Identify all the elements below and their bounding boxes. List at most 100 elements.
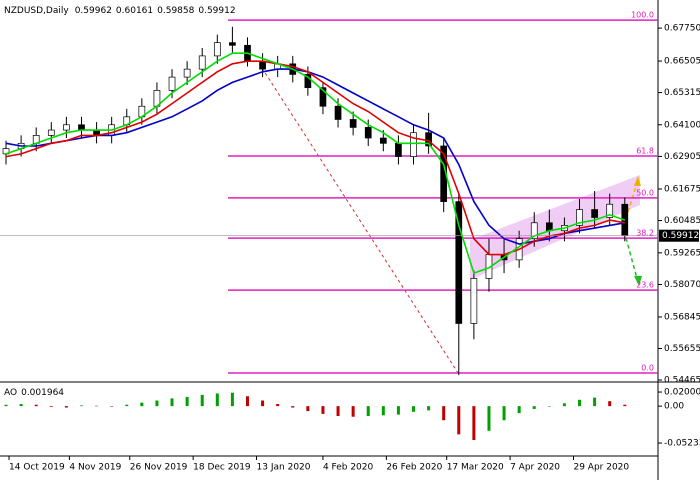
ao-bar <box>155 400 159 407</box>
ao-bar <box>457 406 461 435</box>
ao-bar <box>608 401 612 407</box>
candle-body <box>410 132 417 157</box>
moving-average <box>5 60 625 256</box>
ao-bar <box>593 397 597 407</box>
candle-body <box>304 74 312 89</box>
candle-body <box>530 222 538 240</box>
ao-bar <box>140 402 144 407</box>
candle-body <box>576 209 583 226</box>
candle-body <box>198 55 206 70</box>
x-tick-label: 13 Jan 2020 <box>257 463 311 473</box>
ao-bar <box>4 404 8 407</box>
ao-bar <box>321 406 325 414</box>
candle-body <box>259 60 266 70</box>
ao-bar <box>472 406 476 440</box>
y-tick-label: 0.61675 <box>664 185 700 195</box>
ao-bar <box>291 406 295 408</box>
arrow-down-head <box>634 276 642 286</box>
high-value: 0.60161 <box>116 6 153 16</box>
candle-body <box>168 76 176 91</box>
ao-bar <box>125 404 129 407</box>
ao-bar <box>381 406 385 416</box>
y-tick-label: 0.54465 <box>664 376 700 386</box>
y-tick-label: 0.00 <box>664 402 684 412</box>
arrow-up <box>627 179 639 213</box>
ao-bar <box>562 403 566 407</box>
y-tick-label: 0.58070 <box>664 280 700 290</box>
ao-bar <box>185 396 189 407</box>
y-tick-label: 0.020001 <box>664 388 700 398</box>
ao-bar <box>532 406 536 409</box>
arrow-up-head <box>634 176 641 186</box>
candle-body <box>470 278 478 324</box>
candle-body <box>319 87 327 107</box>
ao-bar <box>502 406 506 421</box>
symbol: NZDUSD,Daily <box>4 6 69 16</box>
x-tick-label: 7 Apr 2020 <box>510 463 560 473</box>
last-price-box <box>659 229 699 242</box>
y-tick-label: 0.60485 <box>664 216 700 226</box>
ao-value: 0.001964 <box>21 388 64 398</box>
candle-body <box>334 105 342 120</box>
ao-bar <box>95 405 99 407</box>
x-tick-label: 29 Apr 2020 <box>573 463 629 473</box>
candle-body <box>63 124 70 131</box>
ao-bar <box>412 406 416 412</box>
y-tick-label: 0.59265 <box>664 248 700 258</box>
fib-label: 23.6 <box>636 281 654 290</box>
moving-average <box>5 52 626 275</box>
trend-line <box>261 67 459 374</box>
y-tick-label: 0.64100 <box>664 120 700 130</box>
y-tick-label: 0.55655 <box>664 344 700 354</box>
ao-bar <box>366 406 370 417</box>
candle-body <box>349 119 357 128</box>
x-tick-label: 14 Oct 2019 <box>9 463 65 473</box>
ao-bar <box>230 392 234 407</box>
x-tick-label: 18 Dec 2019 <box>193 463 251 473</box>
ao-bar <box>306 406 310 412</box>
ao-bar <box>200 394 204 407</box>
candle-body <box>78 124 85 131</box>
candle-body <box>395 142 402 157</box>
fib-label: 0.0 <box>641 363 654 372</box>
ao-bar <box>578 399 582 407</box>
symbol-header: NZDUSD,Daily 0.59962 0.60161 0.59858 0.59912 <box>4 6 236 16</box>
x-tick-label: 4 Nov 2019 <box>69 463 121 473</box>
y-tick-label: 0.56845 <box>664 312 700 322</box>
ao-bar <box>487 406 491 431</box>
y-tick-label: 0.62905 <box>664 152 700 162</box>
ao-bar <box>396 406 400 415</box>
ao-bar <box>215 393 219 407</box>
fib-label: 38.2 <box>636 229 654 238</box>
ao-bar <box>49 406 53 407</box>
candle-body <box>213 42 221 57</box>
ao-bar <box>110 406 114 407</box>
ao-header: AO 0.001964 <box>4 388 64 398</box>
ao-bar <box>442 406 446 421</box>
candle-body <box>364 127 372 139</box>
channel <box>470 175 640 280</box>
low-value: 0.59858 <box>157 6 194 16</box>
candle-body <box>606 203 614 218</box>
y-tick-label: 0.66505 <box>664 57 700 67</box>
ao-bar <box>261 400 265 407</box>
y-tick-label: 0.65315 <box>664 88 700 98</box>
candle-body <box>183 68 191 78</box>
ao-title: AO <box>4 388 17 398</box>
plot-layer: 0.67750 0.66505 0.65315 0.64100 0.62905 0.616… <box>0 11 700 473</box>
candle-body <box>425 132 432 147</box>
ao-bar <box>547 406 551 407</box>
ao-bar <box>34 404 38 407</box>
x-tick-label: 17 Mar 2020 <box>447 463 504 473</box>
arrow-down <box>625 237 639 283</box>
candle-body <box>379 137 387 144</box>
ao-bar <box>64 406 68 408</box>
ao-bar <box>276 404 280 407</box>
ao-bar <box>623 404 627 407</box>
ao-bar <box>79 405 83 407</box>
x-tick-label: 26 Feb 2020 <box>386 463 442 473</box>
open-value: 0.59962 <box>75 6 112 16</box>
ao-bar <box>19 404 23 407</box>
